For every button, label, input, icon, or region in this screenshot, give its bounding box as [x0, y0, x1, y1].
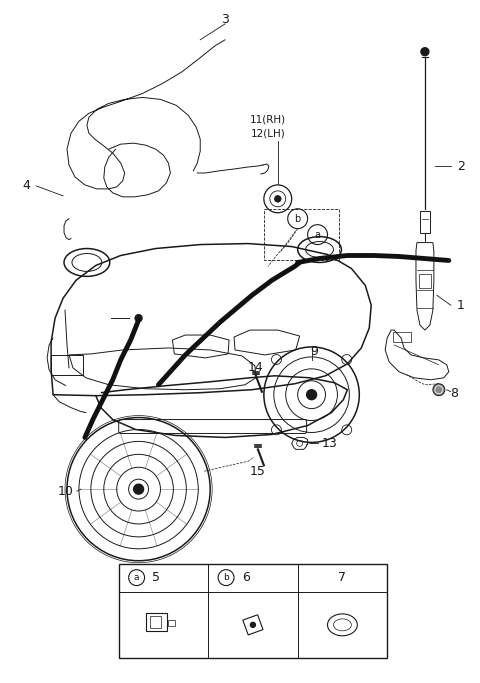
- Text: 11(RH): 11(RH): [250, 114, 286, 124]
- Text: b: b: [295, 214, 301, 224]
- Text: 12(LH): 12(LH): [251, 128, 285, 138]
- Text: a: a: [314, 229, 321, 240]
- Text: 1: 1: [457, 298, 465, 311]
- Text: 4: 4: [22, 180, 30, 193]
- Text: b: b: [223, 573, 229, 582]
- Text: 14: 14: [248, 361, 264, 374]
- Circle shape: [135, 315, 142, 322]
- Text: 6: 6: [242, 571, 250, 584]
- Text: 8: 8: [450, 387, 458, 400]
- Text: 10: 10: [58, 485, 74, 498]
- Text: 9: 9: [311, 346, 319, 359]
- Text: 13: 13: [322, 437, 337, 450]
- Text: 3: 3: [221, 14, 229, 27]
- Text: 5: 5: [152, 571, 160, 584]
- Text: 7: 7: [338, 571, 347, 584]
- Circle shape: [251, 622, 255, 628]
- Circle shape: [133, 484, 144, 494]
- Text: 2: 2: [457, 160, 465, 173]
- Text: 15: 15: [250, 464, 266, 477]
- Circle shape: [275, 196, 281, 201]
- Text: a: a: [134, 573, 139, 582]
- Circle shape: [421, 48, 429, 55]
- Circle shape: [307, 390, 316, 400]
- Circle shape: [433, 384, 445, 395]
